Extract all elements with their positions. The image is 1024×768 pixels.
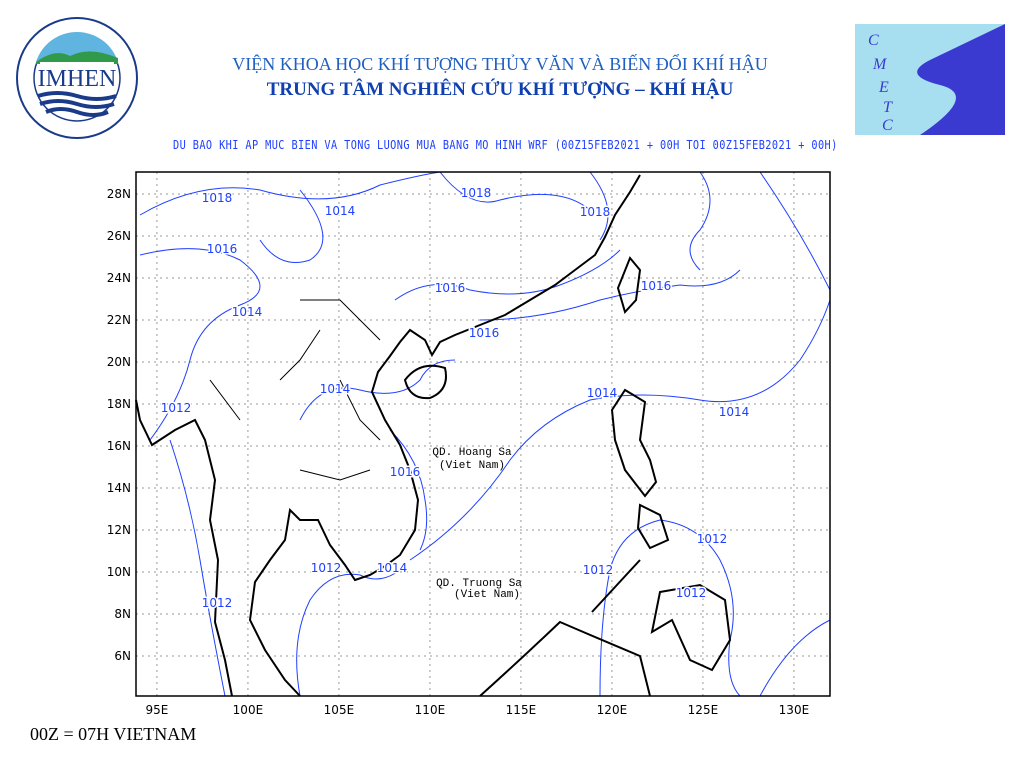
isobar	[689, 171, 711, 271]
graticule	[136, 172, 830, 696]
lon-tick-label: 110E	[415, 703, 446, 717]
contour-label: 1016	[207, 242, 238, 256]
contour-label: 1012	[161, 401, 192, 415]
svg-text:M: M	[872, 56, 888, 73]
lat-tick-label: 10N	[107, 565, 131, 579]
contour-label: 1012	[311, 561, 342, 575]
coastline	[591, 559, 641, 613]
contour-label: 1012	[697, 532, 728, 546]
contour-labels: 1018 1014 1018 1018 1016 1016 1016 1014 1016 1014…	[159, 185, 751, 612]
contour-label: 1016	[641, 279, 672, 293]
contour-label: 1018	[580, 205, 611, 219]
lat-tick-label: 22N	[107, 313, 131, 327]
lon-tick-label: 100E	[233, 703, 264, 717]
isobar	[759, 619, 831, 697]
lat-tick-label: 18N	[107, 397, 131, 411]
map-frame	[135, 171, 831, 697]
coastline	[135, 399, 233, 697]
lat-tick-label: 14N	[107, 481, 131, 495]
isobar	[394, 249, 621, 301]
coastline	[403, 364, 447, 400]
isobar	[759, 171, 831, 291]
contour-label: 1018	[461, 186, 492, 200]
isobar	[389, 429, 428, 551]
timezone-note: 00Z = 07H VIETNAM	[30, 724, 197, 744]
place-labels: QD. Hoang Sa(Viet Nam)QD. Truong Sa(Viet…	[432, 447, 522, 601]
contour-label: 1014	[320, 382, 351, 396]
axis-ticks: 95E 100E 105E 110E 115E 120E 125E 130E 28N 26N 24N…	[107, 187, 809, 717]
isobar	[599, 519, 741, 697]
lat-tick-label: 28N	[107, 187, 131, 201]
contour-label: 1014	[232, 305, 263, 319]
center-name: TRUNG TÂM NGHIÊN CỨU KHÍ TƯỢNG – KHÍ HẬU	[266, 79, 734, 100]
isobar	[439, 171, 591, 211]
lat-tick-label: 20N	[107, 355, 131, 369]
lat-tick-label: 8N	[114, 607, 131, 621]
isobar	[479, 269, 741, 321]
lon-tick-label: 120E	[597, 703, 628, 717]
lat-tick-label: 12N	[107, 523, 131, 537]
isobar	[139, 171, 441, 216]
lon-tick-label: 105E	[324, 703, 355, 717]
isobar	[296, 569, 401, 697]
svg-text:E: E	[878, 79, 889, 96]
imhen-logo: IMHEN	[16, 17, 138, 139]
isobar	[259, 189, 324, 263]
contour-label: 1014	[587, 386, 618, 400]
country-border	[209, 299, 381, 481]
svg-text:C: C	[868, 32, 879, 49]
isobar	[409, 299, 831, 561]
svg-text:C: C	[882, 117, 893, 134]
island-label: (Viet Nam)	[439, 460, 505, 472]
coastline	[650, 583, 732, 672]
contour-label: 1012	[202, 596, 233, 610]
coastline	[610, 388, 658, 498]
contour-label: 1014	[377, 561, 408, 575]
contour-label: 1014	[325, 204, 356, 218]
pressure-contours	[139, 171, 831, 697]
coastline	[616, 256, 642, 314]
isobar	[589, 171, 609, 241]
island-label: (Viet Nam)	[454, 589, 520, 601]
contour-label: 1012	[583, 563, 614, 577]
lon-tick-label: 125E	[688, 703, 719, 717]
institute-name: VIỆN KHOA HỌC KHÍ TƯỢNG THỦY VĂN VÀ BIẾN…	[232, 54, 768, 74]
map-title: DU BAO KHI AP MUC BIEN VA TONG LUONG MUA…	[173, 137, 838, 152]
island-label: QD. Hoang Sa	[432, 447, 512, 459]
contour-label: 1018	[202, 191, 233, 205]
lat-tick-label: 26N	[107, 229, 131, 243]
coastline	[479, 620, 651, 697]
coastline	[248, 174, 641, 697]
lat-tick-label: 24N	[107, 271, 131, 285]
svg-text:IMHEN: IMHEN	[38, 66, 117, 92]
island-label: QD. Truong Sa	[436, 578, 522, 590]
contour-label: 1012	[676, 586, 707, 600]
lon-tick-label: 95E	[146, 703, 169, 717]
contour-label: 1016	[435, 281, 466, 295]
isobar	[169, 439, 226, 697]
coastline	[636, 503, 670, 550]
coastlines	[135, 174, 732, 697]
isobar	[139, 248, 261, 441]
contour-label: 1016	[390, 465, 421, 479]
lat-tick-label: 6N	[114, 649, 131, 663]
lon-tick-label: 130E	[779, 703, 810, 717]
contour-label: 1014	[719, 405, 750, 419]
lon-tick-label: 115E	[506, 703, 537, 717]
cmetc-logo: C M E T C	[855, 24, 1005, 135]
svg-text:T: T	[883, 99, 893, 116]
lat-tick-label: 16N	[107, 439, 131, 453]
contour-label: 1016	[469, 326, 500, 340]
